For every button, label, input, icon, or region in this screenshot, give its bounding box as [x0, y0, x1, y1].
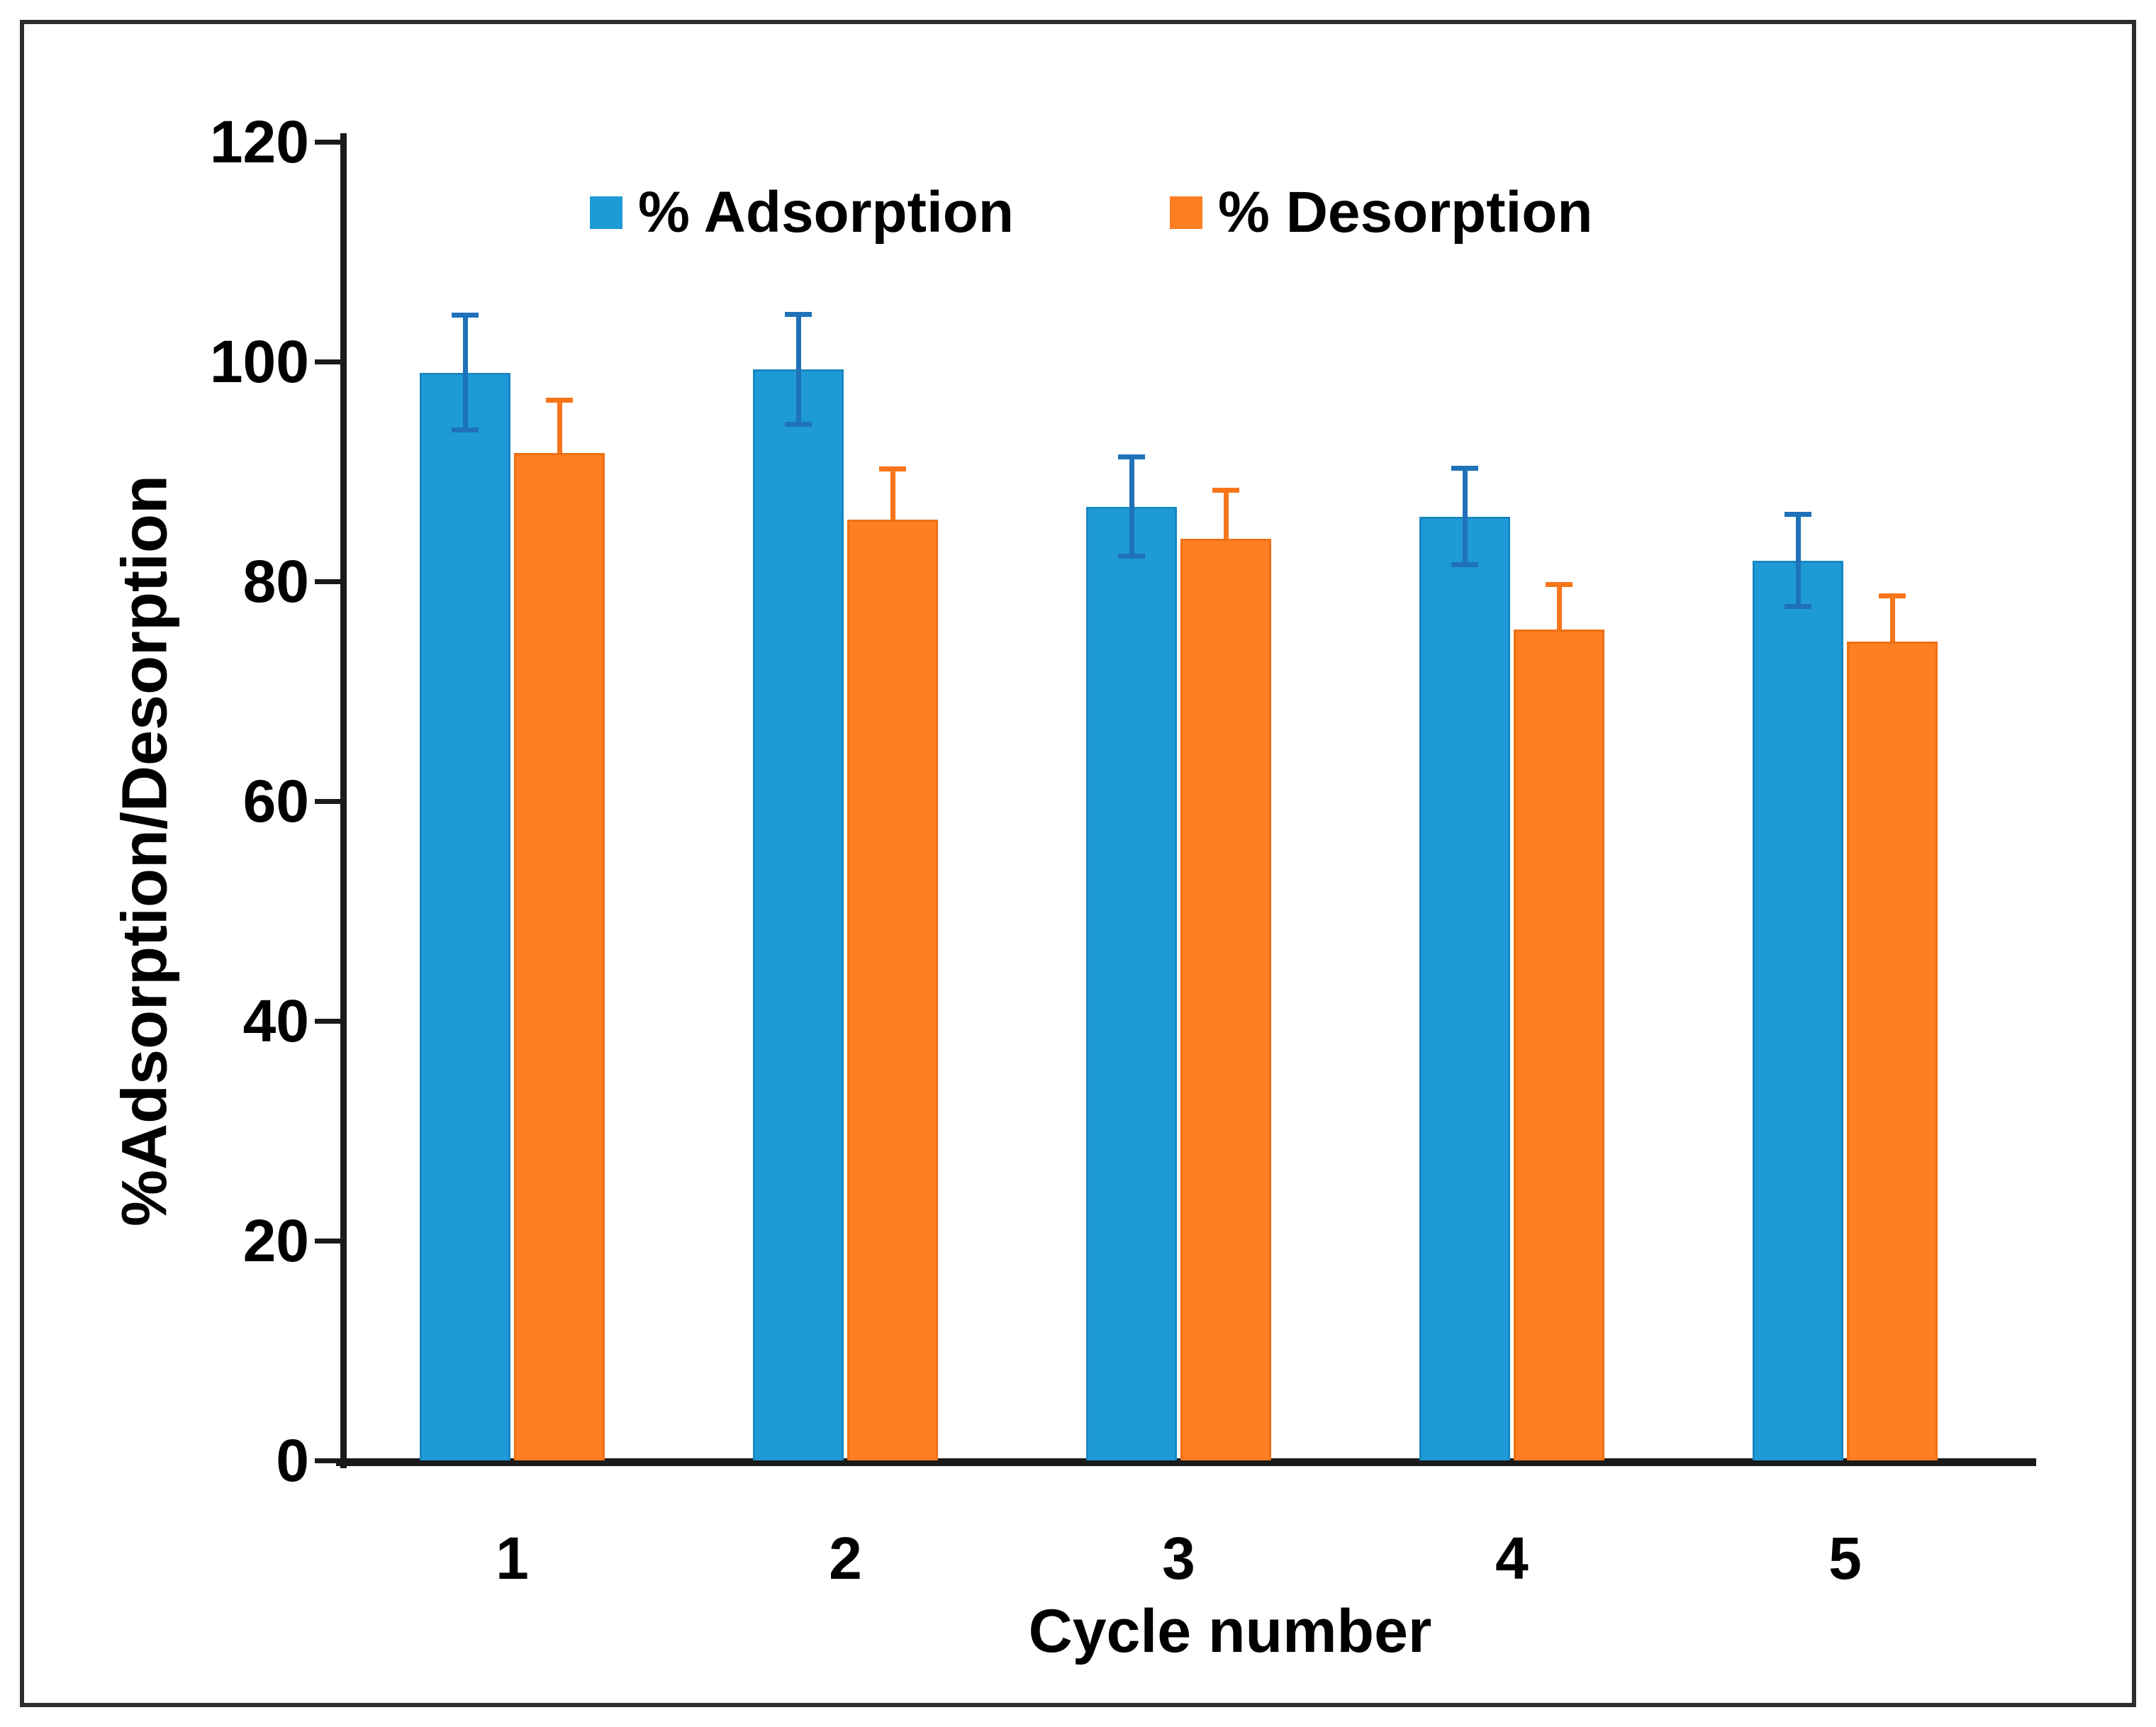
x-axis-line: [336, 1458, 2036, 1466]
error-bar-cap-top-adsorption-cycle-3: [1118, 454, 1145, 460]
legend: % Adsorption % Desorption: [0, 179, 2156, 247]
x-tick-label-5: 5: [1828, 1525, 1862, 1592]
error-bar-cap-top-desorption-cycle-5: [1879, 593, 1906, 598]
y-tick-label-40: 40: [242, 988, 309, 1054]
y-tick-100: [315, 359, 347, 364]
x-tick-label-2: 2: [829, 1525, 862, 1592]
y-tick-label-120: 120: [209, 108, 309, 175]
figure-border: [20, 20, 2136, 1707]
y-tick-60: [315, 798, 347, 804]
error-bar-cap-top-desorption-cycle-1: [546, 397, 573, 403]
bar-desorption-cycle-2: [847, 520, 938, 1460]
y-tick-label-80: 80: [242, 548, 309, 615]
error-bar-cap-top-adsorption-cycle-5: [1784, 511, 1811, 517]
x-axis-title: Cycle number: [1028, 1597, 1432, 1665]
legend-swatch-desorption-icon: [1170, 196, 1202, 229]
error-bar-stem-desorption-cycle-2: [890, 469, 895, 520]
legend-label-desorption: % Desorption: [1218, 180, 1593, 245]
y-tick-label-20: 20: [242, 1207, 309, 1274]
error-bar-cap-bottom-adsorption-cycle-5: [1784, 604, 1811, 610]
error-bar-stem-desorption-cycle-5: [1889, 596, 1895, 642]
bar-adsorption-cycle-3: [1086, 506, 1177, 1460]
error-bar-cap-bottom-adsorption-cycle-4: [1451, 562, 1478, 568]
error-bar-cap-top-adsorption-cycle-1: [452, 313, 479, 318]
legend-label-adsorption: % Adsorption: [638, 180, 1014, 245]
y-tick-label-0: 0: [276, 1427, 309, 1494]
x-tick-label-4: 4: [1495, 1525, 1529, 1592]
x-tick-label-1: 1: [496, 1525, 529, 1592]
error-bar-stem-adsorption-cycle-3: [1129, 457, 1134, 557]
error-bar-cap-top-adsorption-cycle-2: [785, 311, 812, 317]
error-bar-cap-top-desorption-cycle-3: [1212, 487, 1239, 493]
bar-desorption-cycle-4: [1514, 630, 1604, 1460]
y-tick-40: [315, 1018, 347, 1024]
error-bar-stem-desorption-cycle-1: [557, 400, 562, 453]
x-tick-label-3: 3: [1162, 1525, 1195, 1592]
bar-desorption-cycle-1: [514, 452, 605, 1460]
bar-desorption-cycle-3: [1180, 538, 1271, 1460]
error-bar-stem-adsorption-cycle-4: [1462, 468, 1468, 565]
y-tick-label-100: 100: [209, 328, 309, 395]
error-bar-cap-bottom-adsorption-cycle-3: [1118, 553, 1145, 559]
error-bar-cap-bottom-adsorption-cycle-1: [452, 427, 479, 432]
error-bar-stem-adsorption-cycle-1: [462, 315, 468, 430]
error-bar-stem-adsorption-cycle-2: [795, 314, 801, 425]
y-tick-label-60: 60: [242, 768, 309, 834]
bar-adsorption-cycle-5: [1753, 560, 1843, 1460]
bar-desorption-cycle-5: [1847, 642, 1938, 1460]
error-bar-cap-top-desorption-cycle-2: [879, 466, 906, 472]
error-bar-cap-bottom-adsorption-cycle-2: [785, 421, 812, 427]
y-tick-120: [315, 139, 347, 145]
error-bar-cap-top-desorption-cycle-4: [1546, 582, 1573, 588]
error-bar-stem-adsorption-cycle-5: [1795, 514, 1801, 607]
bar-adsorption-cycle-1: [420, 372, 510, 1460]
y-tick-80: [315, 579, 347, 584]
y-tick-20: [315, 1238, 347, 1243]
error-bar-stem-desorption-cycle-3: [1223, 490, 1229, 539]
bar-adsorption-cycle-2: [753, 369, 844, 1460]
legend-swatch-adsorption-icon: [590, 196, 622, 229]
error-bar-cap-top-adsorption-cycle-4: [1451, 465, 1478, 471]
error-bar-stem-desorption-cycle-4: [1556, 584, 1562, 630]
y-tick-0: [315, 1458, 347, 1463]
bar-adsorption-cycle-4: [1419, 516, 1510, 1460]
